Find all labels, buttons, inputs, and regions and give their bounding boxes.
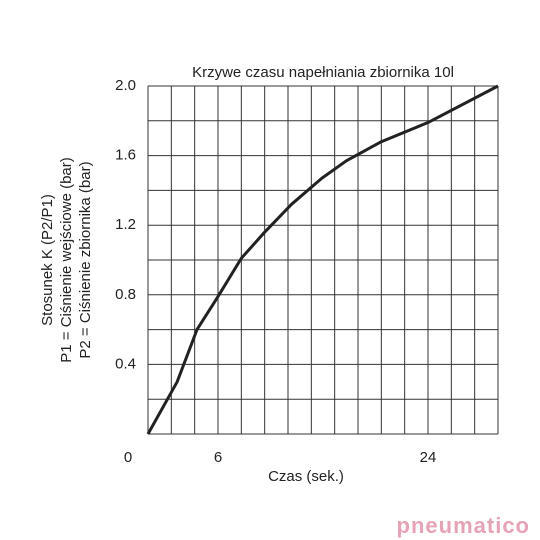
chart-title: Krzywe czasu napełniania zbiornika 10l [192,64,454,81]
y-axis-label: Stosunek K (P2/P1) P1 = Ciśnienie wejści… [39,157,94,363]
y-tick-label: 2.0 [115,77,136,94]
x-tick-label: 0 [124,449,132,466]
y-axis-label-line: Stosunek K (P2/P1) [39,194,56,326]
y-axis-label-line: P2 = Ciśnienie zbiornika (bar) [77,161,94,358]
logo: pneumatico [397,513,530,538]
y-tick-label: 1.6 [115,147,136,164]
x-tick-label: 24 [420,449,437,466]
y-axis-label-line: P1 = Ciśnienie wejściowe (bar) [58,157,75,363]
line [146,84,499,435]
x-axis-label: Czas (sek.) [268,468,344,485]
y-tick-label: 1.2 [115,216,136,233]
x-tick-label: 6 [214,449,222,466]
y-tick-label: 0.4 [115,355,136,372]
y-tick-label: 0.8 [115,286,136,303]
